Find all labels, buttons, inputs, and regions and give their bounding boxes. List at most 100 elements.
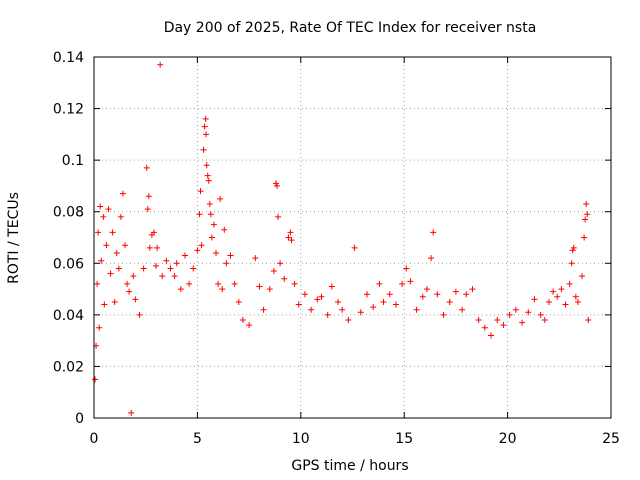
grid-lines [94,57,611,418]
data-point [469,286,476,293]
data-point [119,190,126,197]
data-point [419,293,426,300]
data-point [92,376,99,383]
y-tick-label: 0.08 [53,205,84,221]
data-point [550,288,557,295]
data-point [171,273,178,280]
data-point [163,257,170,264]
y-tick-label: 0.04 [53,308,84,324]
data-point [100,213,107,220]
data-point [107,270,114,277]
data-point [558,286,565,293]
data-point [440,311,447,318]
x-tick-labels: 0 5 10 15 20 25 [90,431,620,447]
y-tick-label: 0.1 [62,153,84,169]
data-point [399,280,406,287]
data-point [150,229,157,236]
data-point [562,301,569,308]
data-point [403,265,410,272]
data-point [335,298,342,305]
data-point [434,291,441,298]
data-point [519,319,526,326]
data-point [246,322,253,329]
data-point [376,280,383,287]
data-point [231,280,238,287]
data-point [205,177,212,184]
data-point [194,247,201,254]
data-point [585,317,592,324]
data-point [219,286,226,293]
data-point [153,262,160,269]
data-point [202,115,209,122]
data-point [584,211,591,218]
x-axis-label: GPS time / hours [291,458,408,474]
data-point [122,242,129,249]
data-point [351,244,358,251]
data-point [124,280,131,287]
data-point [475,317,482,324]
data-point [574,298,581,305]
x-tick-label: 15 [395,431,413,447]
y-tick-labels: 0 0.02 0.04 0.06 0.08 0.1 0.12 0.14 [53,50,84,427]
data-point [217,195,224,202]
data-point [109,229,116,236]
data-point [146,244,153,251]
y-tick-label: 0.14 [53,50,84,66]
y-tick-label: 0.06 [53,256,84,272]
data-point [210,221,217,228]
data-point [136,311,143,318]
data-point [512,306,519,313]
data-point [186,280,193,287]
data-point [221,226,228,233]
data-point [494,317,501,324]
data-point [157,61,164,68]
x-tick-label: 5 [193,431,202,447]
data-point [566,280,573,287]
data-point [459,306,466,313]
data-point [117,213,124,220]
data-point [98,257,105,264]
data-point [213,249,220,256]
data-point [181,252,188,259]
data-point [115,265,122,272]
data-point [223,260,230,267]
data-point [207,211,214,218]
data-point [428,255,435,262]
data-point [198,242,205,249]
x-tick-label: 25 [602,431,620,447]
data-point [190,265,197,272]
data-point [206,200,213,207]
data-point [274,182,281,189]
data-point [256,283,263,290]
data-point [386,291,393,298]
data-point [126,288,133,295]
data-point [506,311,513,318]
data-point [204,172,211,179]
data-point [132,296,139,303]
data-point [177,286,184,293]
data-point [446,298,453,305]
data-point [277,260,284,267]
data-point [203,131,210,138]
data-point [275,213,282,220]
data-point [239,317,246,324]
data-point [260,306,267,313]
data-point [270,268,277,275]
data-point [500,322,507,329]
data-point [96,324,103,331]
y-tick-label: 0 [75,411,84,427]
data-point [287,229,294,236]
data-point [281,275,288,282]
data-point [430,229,437,236]
data-point [380,298,387,305]
data-point [291,280,298,287]
data-point [481,324,488,331]
data-point [318,293,325,300]
data-point [545,298,552,305]
data-point [130,273,137,280]
data-point [94,280,101,287]
plot-frame [93,56,612,419]
data-point [541,317,548,324]
